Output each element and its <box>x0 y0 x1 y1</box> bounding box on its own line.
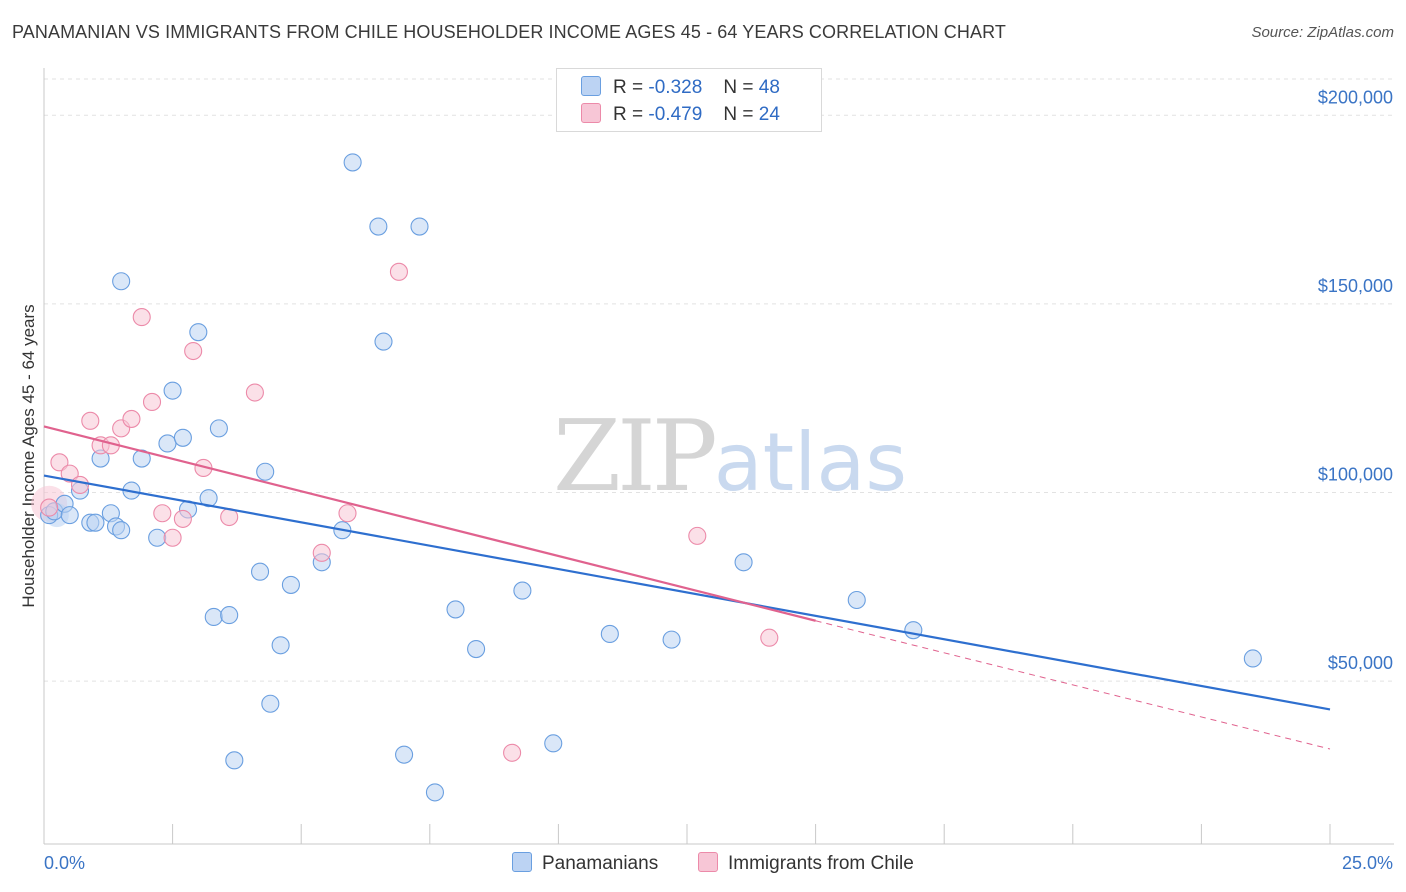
chile-point <box>163 528 182 547</box>
bottom-legend-swatch-blue <box>512 852 532 872</box>
panamanian-point <box>662 630 681 649</box>
panamanian-point <box>209 419 228 438</box>
panamanian-point <box>204 607 223 627</box>
watermark-zip: ZIP <box>553 400 718 514</box>
panamanian-point <box>425 783 444 802</box>
y-axis-label: Householder Income Ages 45 - 64 years <box>19 304 38 607</box>
panamanian-point <box>513 581 532 600</box>
chile-point <box>312 543 331 562</box>
panamanian-point <box>189 323 208 342</box>
bottom-legend-label: Panamanians <box>542 853 659 874</box>
panamanian-point <box>600 624 619 644</box>
legend-swatch-pink <box>581 103 601 123</box>
chile-point <box>40 498 59 517</box>
legend-n-label: N = <box>723 77 754 98</box>
chile-point <box>153 504 172 523</box>
panamanian-point <box>225 751 244 770</box>
panamanian-point <box>410 217 429 236</box>
legend-n-label: N = <box>723 104 754 125</box>
chile-point <box>132 308 151 327</box>
panamanian-point <box>1243 649 1262 668</box>
chile-point <box>173 509 192 528</box>
y-tick-label: $200,000 <box>1318 87 1393 107</box>
chile-point <box>122 409 141 428</box>
panamanian-point <box>261 694 280 713</box>
panamanian-point <box>374 332 393 351</box>
source-label: Source: ZipAtlas.com <box>1251 24 1394 41</box>
correlation-legend: R = -0.328 N = 48 R = -0.479 N = 24 <box>556 68 822 132</box>
panamanian-point <box>112 272 131 291</box>
panamanian-point <box>256 462 275 481</box>
panamanian-point <box>250 562 270 581</box>
chile-point <box>184 341 203 361</box>
legend-r-value: -0.328 <box>648 77 703 98</box>
panamanian-point <box>163 381 182 400</box>
x-tick-label-min: 0.0% <box>44 853 85 873</box>
panamanian-point <box>158 434 177 453</box>
legend-r-value: -0.479 <box>648 104 703 125</box>
panamanian-point <box>904 621 923 640</box>
chile-point <box>142 392 162 412</box>
legend-r-label: R = <box>613 104 644 125</box>
bottom-legend-label: Immigrants from Chile <box>728 853 914 874</box>
legend-row-panamanians: R = -0.328 N = 48 <box>581 76 780 99</box>
bottom-legend-chile: Immigrants from Chile <box>698 852 914 875</box>
legend-n-value: 48 <box>758 77 780 98</box>
panamanian-point <box>544 734 563 753</box>
panamanian-point <box>395 745 414 764</box>
panamanian-point <box>60 506 79 525</box>
panamanian-trendline <box>43 474 1331 711</box>
chile-point <box>245 383 264 402</box>
panamanian-point <box>199 489 218 508</box>
legend-n-value: 24 <box>758 104 780 125</box>
chile-point <box>50 453 69 472</box>
bottom-legend-swatch-pink <box>698 852 718 872</box>
watermark-atlas: atlas <box>713 416 908 509</box>
panamanian-point <box>112 521 131 540</box>
chile-point <box>760 628 779 647</box>
legend-swatch-blue <box>581 76 601 96</box>
panamanian-point <box>343 153 362 172</box>
panamanian-point <box>446 600 465 619</box>
chile-point <box>688 526 707 545</box>
panamanian-point <box>220 606 239 625</box>
bottom-legend-panamanians: Panamanians <box>512 852 658 875</box>
panamanian-point <box>148 528 167 547</box>
y-tick-label: $50,000 <box>1328 653 1393 673</box>
chile-point <box>81 411 100 430</box>
chile-point <box>389 262 408 281</box>
panamanian-point <box>847 590 866 610</box>
y-tick-label: $100,000 <box>1318 464 1393 484</box>
chile-point <box>338 504 357 523</box>
chile-point <box>503 743 522 762</box>
y-tick-label: $150,000 <box>1318 276 1393 296</box>
chile-point <box>60 464 79 483</box>
legend-r-label: R = <box>613 77 644 98</box>
panamanian-point <box>369 217 388 236</box>
panamanian-point <box>271 636 290 655</box>
x-tick-label-max: 25.0% <box>1342 853 1393 873</box>
watermark: ZIPatlas <box>553 400 907 514</box>
legend-row-chile: R = -0.479 N = 24 <box>581 103 780 126</box>
chile-trendline <box>43 425 816 622</box>
chile-point <box>70 475 90 495</box>
chile-trendline-extension <box>815 620 1331 750</box>
panamanian-point <box>173 428 192 447</box>
panamanian-point <box>86 513 105 532</box>
panamanian-point <box>281 575 300 594</box>
panamanian-point <box>467 639 486 659</box>
chart-title: PANAMANIAN VS IMMIGRANTS FROM CHILE HOUS… <box>12 22 1006 42</box>
panamanian-point <box>734 553 753 572</box>
